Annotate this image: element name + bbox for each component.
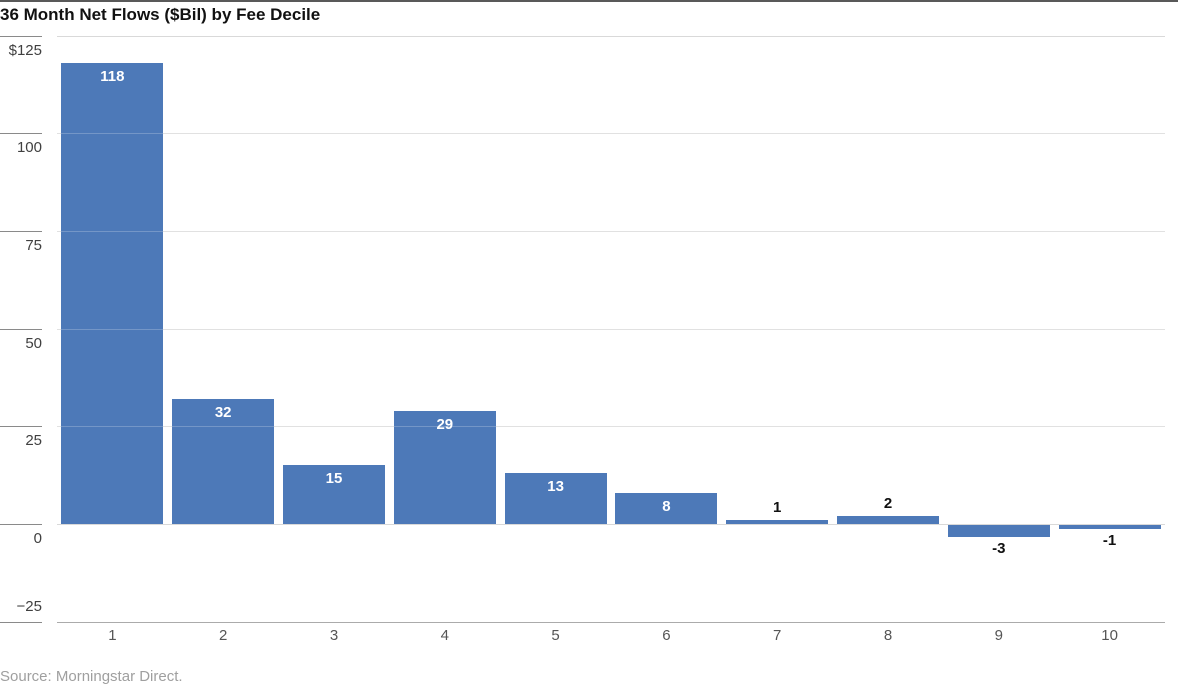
bar-value-label: 15 xyxy=(325,470,343,488)
grid-line xyxy=(57,426,1165,428)
bar-value-label: 1 xyxy=(773,499,782,517)
y-axis-label: $125 xyxy=(8,41,42,59)
bar-value-label: -3 xyxy=(992,539,1006,557)
grid-line xyxy=(57,35,1165,37)
y-axis-label: −25 xyxy=(16,597,42,615)
bar xyxy=(726,520,829,525)
bar xyxy=(172,398,275,524)
y-axis-tick xyxy=(0,328,42,330)
grid-line-overlay xyxy=(57,328,1165,330)
y-axis-label: 50 xyxy=(25,334,42,352)
x-axis-label: 1 xyxy=(108,627,117,644)
grid-line-overlay xyxy=(57,426,1165,428)
bar-value-label: -1 xyxy=(1102,532,1117,549)
bar xyxy=(504,473,607,524)
y-axis-tick xyxy=(0,35,42,37)
bar-value-label: 8 xyxy=(662,497,671,515)
bar xyxy=(283,465,385,524)
grid-line-overlay xyxy=(57,230,1165,232)
grid-line xyxy=(57,133,1165,135)
bar-value-label: 118 xyxy=(100,67,125,85)
grid-line xyxy=(57,524,1165,525)
bar-value-label: 13 xyxy=(547,478,564,496)
x-axis-label: 3 xyxy=(329,627,339,644)
x-axis-label: 8 xyxy=(883,627,893,644)
chart-title: 36 Month Net Flows ($Bil) by Fee Decile xyxy=(0,5,321,24)
bar-value-label: 2 xyxy=(883,495,893,513)
bar xyxy=(615,492,718,524)
bar xyxy=(1058,525,1161,529)
x-axis-label: 4 xyxy=(440,627,449,644)
bar-value-label: 29 xyxy=(436,415,454,433)
bar xyxy=(837,516,939,524)
y-axis-tick xyxy=(0,426,42,428)
bar-value-label: 32 xyxy=(214,403,232,421)
grid-line xyxy=(57,230,1165,232)
y-axis-tick xyxy=(0,133,42,135)
y-axis-tick xyxy=(0,621,42,623)
x-axis-label: 2 xyxy=(219,627,228,644)
bar xyxy=(393,410,496,524)
y-axis-label: 0 xyxy=(33,530,42,547)
x-axis-label: 9 xyxy=(994,627,1003,644)
top-rule xyxy=(0,0,1178,2)
y-axis-tick xyxy=(0,230,42,232)
bar xyxy=(947,525,1050,537)
x-axis-label: 10 xyxy=(1101,627,1118,644)
y-axis-tick xyxy=(0,524,42,525)
x-axis-baseline xyxy=(57,621,1165,623)
source-note: Source: Morningstar Direct. xyxy=(0,668,183,685)
x-axis-label: 7 xyxy=(773,627,782,644)
y-axis-label: 25 xyxy=(25,432,42,450)
y-axis-label: 75 xyxy=(25,236,42,254)
bar xyxy=(61,62,164,524)
y-axis-label: 100 xyxy=(16,139,42,157)
grid-line-overlay xyxy=(57,133,1165,135)
grid-line xyxy=(57,328,1165,330)
x-axis-label: 5 xyxy=(551,627,560,644)
x-axis-label: 6 xyxy=(662,627,671,644)
